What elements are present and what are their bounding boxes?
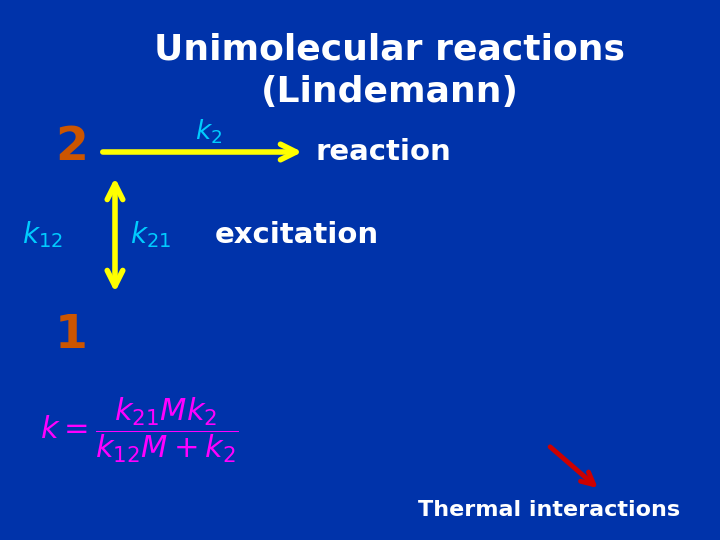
- Text: reaction: reaction: [315, 138, 451, 166]
- Text: excitation: excitation: [215, 221, 379, 249]
- Text: Unimolecular reactions: Unimolecular reactions: [155, 32, 626, 66]
- Text: $k_2$: $k_2$: [195, 117, 222, 145]
- Text: $k_{12}$: $k_{12}$: [22, 220, 63, 251]
- Text: 2: 2: [55, 125, 88, 171]
- Text: 1: 1: [55, 313, 88, 357]
- Text: Thermal interactions: Thermal interactions: [418, 500, 680, 520]
- Text: (Lindemann): (Lindemann): [261, 75, 519, 109]
- Text: $k_{21}$: $k_{21}$: [130, 220, 171, 251]
- Text: $k = \dfrac{k_{21}Mk_2}{k_{12}M + k_2}$: $k = \dfrac{k_{21}Mk_2}{k_{12}M + k_2}$: [40, 395, 238, 465]
